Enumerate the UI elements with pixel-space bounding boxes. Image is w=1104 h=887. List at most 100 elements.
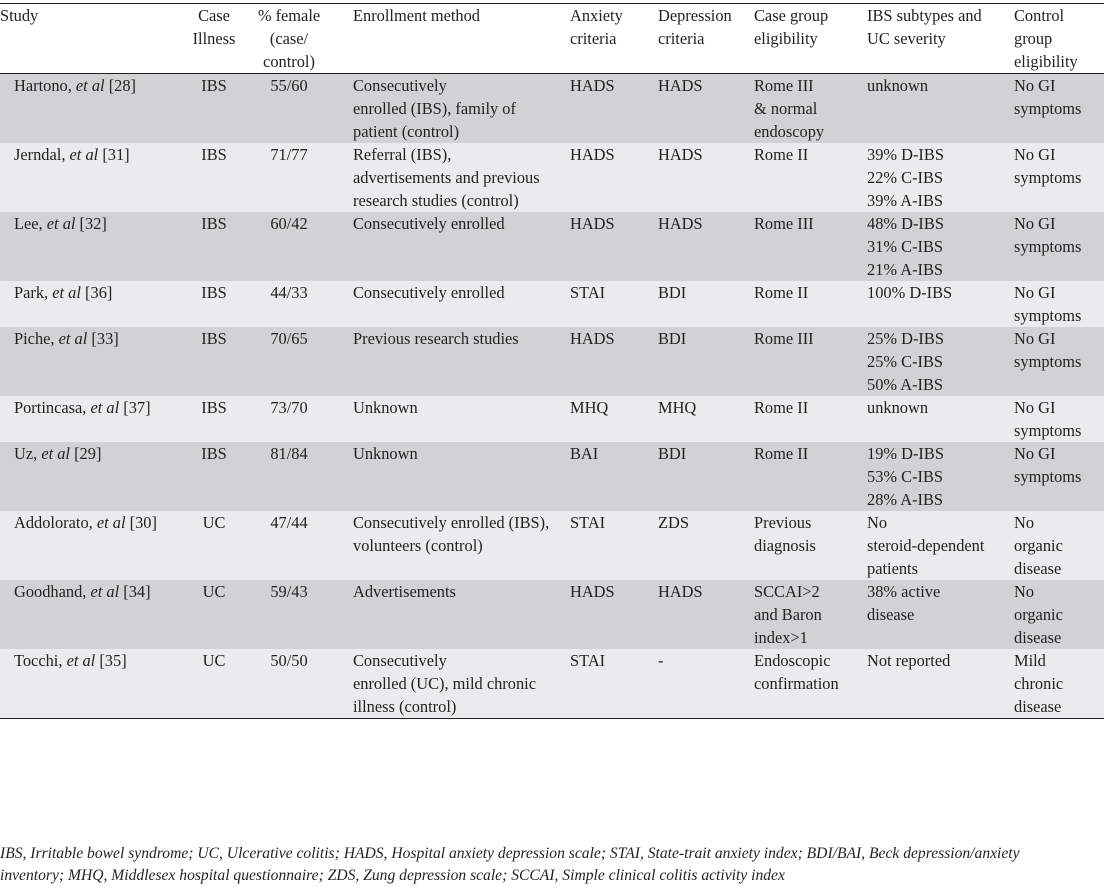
cell-subtypes-severity: unknown: [863, 74, 1010, 144]
study-et-al: et al: [75, 76, 105, 95]
header-depression-criteria: Depression criteria: [654, 4, 750, 74]
header-percent-female-line: control): [263, 52, 315, 71]
cell-anxiety-criteria: STAI: [570, 283, 606, 302]
cell-control-group-eligibility-line: symptoms: [1014, 421, 1082, 440]
cell-percent-female: 71/77: [270, 145, 308, 164]
cell-percent-female: 73/70: [270, 398, 308, 417]
cell-anxiety-criteria: HADS: [570, 214, 615, 233]
cell-case-group-eligibility-line: Rome III: [754, 214, 814, 233]
cell-depression-criteria: BDI: [658, 283, 687, 302]
header-control-group-eligibility-line: Control: [1014, 6, 1065, 25]
study-et-al: et al: [90, 582, 120, 601]
cell-control-group-eligibility-line: No: [1014, 513, 1035, 532]
cell-control-group-eligibility-line: disease: [1014, 559, 1062, 578]
cell-case-group-eligibility: Rome II: [750, 442, 863, 511]
cell-control-group-eligibility-line: symptoms: [1014, 306, 1082, 325]
header-control-group-eligibility-line: group: [1014, 29, 1053, 48]
cell-case-group-eligibility: Endoscopic confirmation: [750, 649, 863, 719]
study-reference: [33]: [87, 329, 119, 348]
study-reference: [32]: [75, 214, 107, 233]
table-footnote: IBS, Irritable bowel syndrome; UC, Ulcer…: [0, 843, 1104, 887]
cell-subtypes-severity-line: 53% C-IBS: [867, 467, 944, 486]
cell-case-illness: IBS: [201, 76, 227, 95]
cell-control-group-eligibility-line: No GI: [1014, 283, 1056, 302]
cell-study: Tocchi, et al [35]: [0, 649, 185, 719]
cell-subtypes-severity-line: unknown: [867, 398, 929, 417]
cell-control-group-eligibility-line: symptoms: [1014, 237, 1082, 256]
table-row: Lee, et al [32] IBS 60/42 Consecutively enr…: [0, 212, 1104, 281]
cell-case-group-eligibility: Rome III: [750, 327, 863, 396]
cell-subtypes-severity-line: 38% active: [867, 582, 941, 601]
cell-case-group-eligibility: Rome II: [750, 143, 863, 212]
cell-anxiety-criteria: MHQ: [570, 398, 609, 417]
cell-percent-female: 50/50: [270, 651, 308, 670]
cell-subtypes-severity-line: 25% D-IBS: [867, 329, 944, 348]
cell-control-group-eligibility: No GI symptoms: [1010, 396, 1104, 442]
table-body: Hartono, et al [28] IBS 55/60 Consecutively…: [0, 73, 1104, 719]
header-study-line: Study: [0, 6, 39, 25]
cell-subtypes-severity-line: disease: [867, 605, 915, 624]
table-row: Piche, et al [33] IBS 70/65 Previous resear…: [0, 327, 1104, 396]
cell-case-illness: IBS: [201, 329, 227, 348]
study-reference: [31]: [98, 145, 130, 164]
cell-control-group-eligibility: No GI symptoms: [1010, 74, 1104, 144]
study-reference: [30]: [125, 513, 157, 532]
cell-case-illness: UC: [202, 513, 226, 532]
cell-enrollment-method-line: enrolled (UC), mild chronic: [353, 674, 536, 693]
cell-control-group-eligibility-line: disease: [1014, 697, 1062, 716]
header-case-group-eligibility-line: eligibility: [754, 29, 818, 48]
cell-subtypes-severity-line: 50% A-IBS: [867, 375, 944, 394]
cell-control-group-eligibility-line: No GI: [1014, 444, 1056, 463]
cell-case-group-eligibility-line: Rome II: [754, 398, 809, 417]
cell-depression-criteria: BDI: [658, 329, 687, 348]
cell-control-group-eligibility-line: No GI: [1014, 145, 1056, 164]
header-percent-female-line: (case/: [269, 29, 309, 48]
cell-subtypes-severity: 38% active disease: [863, 580, 1010, 649]
cell-control-group-eligibility: No GI symptoms: [1010, 212, 1104, 281]
cell-subtypes-severity-line: patients: [867, 559, 918, 578]
study-reference: [28]: [104, 76, 136, 95]
cell-case-illness: IBS: [201, 214, 227, 233]
cell-case-illness: IBS: [201, 444, 227, 463]
study-et-al: et al: [46, 214, 76, 233]
cell-enrollment-method: Unknown: [335, 442, 566, 511]
cell-enrollment-method-line: advertisements and previous: [353, 168, 540, 187]
cell-control-group-eligibility: No GI symptoms: [1010, 327, 1104, 396]
cell-percent-female: 60/42: [270, 214, 308, 233]
cell-study: Lee, et al [32]: [0, 212, 185, 281]
cell-subtypes-severity-line: No: [867, 513, 888, 532]
cell-percent-female: 44/33: [270, 283, 308, 302]
cell-case-group-eligibility-line: Rome III: [754, 76, 814, 95]
table-row: Jerndal, et al [31] IBS 71/77 Referral (IBS…: [0, 143, 1104, 212]
cell-study: Portincasa, et al [37]: [0, 396, 185, 442]
cell-subtypes-severity: 100% D-IBS: [863, 281, 1010, 327]
header-case-group-eligibility-line: Case group: [754, 6, 829, 25]
study-author: Goodhand,: [14, 582, 91, 601]
cell-case-group-eligibility: Rome II: [750, 281, 863, 327]
cell-anxiety-criteria: HADS: [570, 145, 615, 164]
cell-subtypes-severity-line: 21% A-IBS: [867, 260, 944, 279]
cell-study: Jerndal, et al [31]: [0, 143, 185, 212]
header-percent-female: % female (case/control): [243, 4, 335, 74]
cell-control-group-eligibility: No GI symptoms: [1010, 281, 1104, 327]
table-row: Addolorato, et al [30] UC 47/44 Consecutive…: [0, 511, 1104, 580]
header-depression-criteria-line: criteria: [658, 29, 705, 48]
cell-subtypes-severity: 25% D-IBS 25% C-IBS 50% A-IBS: [863, 327, 1010, 396]
cell-case-illness: IBS: [201, 145, 227, 164]
study-reference: [29]: [70, 444, 102, 463]
study-author: Hartono,: [14, 76, 76, 95]
cell-case-group-eligibility: Rome II: [750, 396, 863, 442]
cell-control-group-eligibility-line: organic: [1014, 536, 1063, 555]
cell-control-group-eligibility-line: No GI: [1014, 329, 1056, 348]
cell-study: Hartono, et al [28]: [0, 74, 185, 144]
cell-subtypes-severity-line: 48% D-IBS: [867, 214, 944, 233]
study-reference: [36]: [80, 283, 113, 302]
cell-depression-criteria: HADS: [658, 582, 703, 601]
cell-control-group-eligibility-line: No GI: [1014, 76, 1056, 95]
study-et-al: et al: [66, 651, 96, 670]
cell-control-group-eligibility-line: symptoms: [1014, 99, 1082, 118]
cell-subtypes-severity-line: 39% D-IBS: [867, 145, 944, 164]
table-row: Goodhand, et al [34] UC 59/43 Advertisement…: [0, 580, 1104, 649]
header-control-group-eligibility: Control group eligibility: [1010, 4, 1104, 74]
